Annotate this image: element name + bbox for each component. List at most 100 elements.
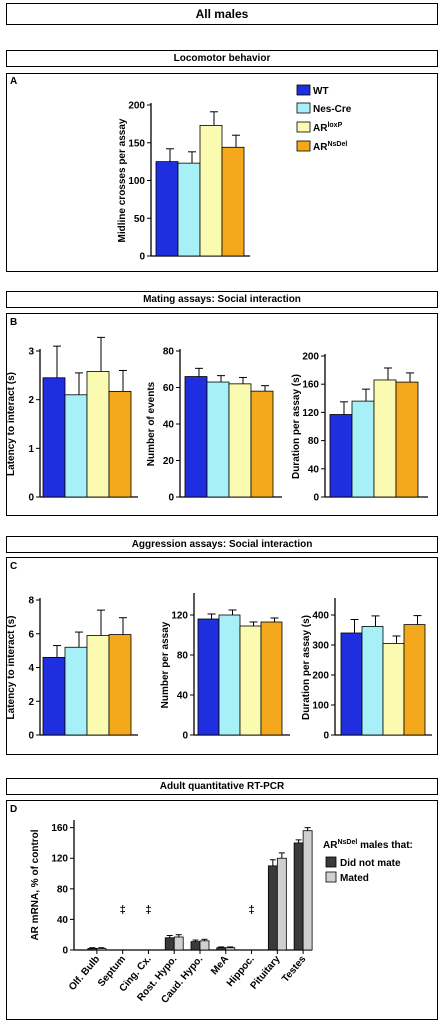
y-tick-label: 40: [308, 464, 320, 475]
chart-b1: 0 1 2 3 Latency to interact (s): [6, 336, 138, 504]
section-title-text: Locomotor behavior: [173, 53, 271, 64]
section-title-aggression: Aggression assays: Social interaction: [6, 536, 438, 553]
legend-label: Mated: [340, 873, 369, 884]
bar-arnsdel: [108, 390, 132, 498]
y-tick-label: 0: [182, 731, 188, 742]
y-tick-label: 50: [134, 214, 146, 225]
y-axis-label: Latency to interact (s): [6, 372, 17, 476]
y-tick-label: 0: [28, 731, 34, 742]
figure-title: All males: [6, 3, 438, 25]
bar-did-not-mate: [164, 937, 175, 951]
bar-arloxp: [382, 643, 405, 736]
bar-wt: [155, 161, 179, 257]
y-tick-label: 8: [28, 596, 34, 607]
bar-arloxp: [228, 383, 252, 498]
y-tick-label: 120: [171, 611, 188, 622]
y-tick-label: 200: [312, 671, 329, 682]
legend-label: ARloxP: [313, 122, 343, 134]
legend-swatch: [296, 121, 311, 133]
y-tick-label: 200: [128, 101, 145, 112]
bar-did-not-mate: [216, 947, 227, 951]
bar-arnsdel: [403, 624, 426, 736]
bar-wt: [340, 632, 363, 736]
bar-arnsdel: [260, 621, 283, 736]
y-tick-label: 40: [57, 915, 69, 926]
bar-nes-cre: [206, 381, 230, 498]
bar-arloxp: [86, 371, 110, 498]
section-title-rtpcr: Adult quantitative RT-PCR: [6, 778, 438, 795]
bar-wt: [42, 377, 66, 498]
panel-letter-c: C: [10, 561, 18, 572]
bar-wt: [184, 376, 208, 498]
y-tick-label: 150: [128, 138, 145, 149]
section-title-text: Mating assays: Social interaction: [143, 294, 301, 305]
y-axis-label: Latency to interact (s): [6, 616, 17, 720]
y-tick-label: 0: [139, 252, 145, 263]
bar-wt: [329, 414, 353, 498]
section-title-text: Aggression assays: Social interaction: [131, 539, 313, 550]
bar-nes-cre: [361, 626, 384, 736]
y-tick-label: 1: [28, 444, 34, 455]
legend-label: Nes-Cre: [313, 104, 352, 115]
bar-mated: [302, 830, 313, 951]
legend-swatch: [296, 84, 311, 96]
y-tick-label: 100: [312, 701, 329, 712]
y-tick-label: 160: [302, 380, 319, 391]
legend-label-superscript: NsDel: [327, 141, 347, 148]
bar-mated: [276, 857, 287, 951]
legend-genotypes: WT Nes-Cre ARloxP ARNsDel: [296, 84, 352, 153]
y-tick-label: 2: [28, 395, 34, 406]
y-tick-label: 6: [28, 629, 34, 640]
chart-c1: 0 2 4 6 8 Latency to interact (s): [6, 596, 138, 742]
y-tick-label: 4: [28, 663, 34, 674]
legend-swatch: [325, 856, 337, 868]
y-tick-label: 80: [308, 436, 320, 447]
bar-mated: [173, 936, 184, 951]
legend-label: Did not mate: [340, 858, 401, 869]
bar-mated: [199, 940, 210, 951]
bar-nes-cre: [351, 400, 375, 498]
bar-arloxp: [86, 635, 110, 736]
x-tick-label: MeA: [209, 954, 231, 977]
y-tick-label: 80: [177, 651, 189, 662]
x-tick-label: Testes: [280, 954, 309, 985]
y-tick-label: 20: [163, 456, 175, 467]
y-axis-label: Number per assay: [160, 621, 171, 708]
y-tick-label: 0: [313, 493, 319, 504]
y-tick-label: 120: [302, 408, 319, 419]
legend-label: WT: [313, 86, 329, 97]
y-tick-label: 200: [302, 352, 319, 363]
section-title-mating: Mating assays: Social interaction: [6, 291, 438, 308]
x-tick-label: Olf. Bulb: [67, 954, 102, 993]
bar-nes-cre: [64, 646, 88, 736]
panel-d: [6, 800, 438, 1020]
y-tick-label: 2: [28, 697, 34, 708]
bar-arnsdel: [221, 146, 245, 257]
y-axis-label: Midline crosses per assay: [117, 118, 128, 242]
panel-letter-d: D: [10, 804, 18, 815]
y-tick-label: 0: [323, 731, 329, 742]
legend-label-superscript: loxP: [327, 122, 342, 129]
legend-mating: ARNsDel males that: Did not mate Mated: [323, 839, 413, 884]
y-tick-label: 160: [51, 823, 68, 834]
legend-swatch: [296, 140, 311, 152]
legend-swatch: [296, 102, 311, 114]
y-tick-label: 0: [62, 946, 68, 957]
y-tick-label: 0: [168, 493, 174, 504]
legend-title: ARNsDel males that:: [323, 839, 413, 851]
chart-b2: 0 20 40 60 80 Number of events: [146, 347, 282, 504]
section-title-locomotor: Locomotor behavior: [6, 50, 438, 67]
y-axis-label: Number of events: [146, 381, 157, 466]
y-tick-label: 0: [28, 493, 34, 504]
bar-did-not-mate: [267, 865, 278, 951]
bar-arnsdel: [395, 381, 419, 498]
panel-letter-b: B: [10, 317, 18, 328]
y-axis-label: Duration per assay (s): [291, 374, 302, 479]
bar-arloxp: [239, 625, 262, 736]
chart-d: 0 40 80 120 160 AR mRNA, % of control Olf. Bul…: [30, 820, 313, 1006]
y-tick-label: 80: [57, 884, 69, 895]
bar-arloxp: [373, 379, 397, 498]
